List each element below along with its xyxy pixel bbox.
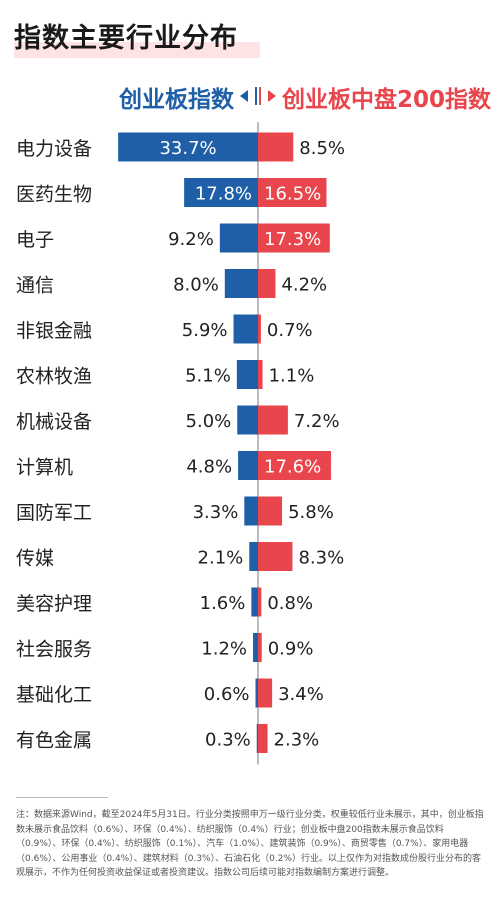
title-block: 指数主要行业分布: [14, 16, 260, 58]
value-label-left: 1.2%: [201, 639, 247, 660]
bar-left: [233, 314, 258, 344]
bar-left: [244, 496, 258, 526]
bar-left: [255, 678, 258, 708]
value-label-right: 2.3%: [274, 730, 320, 751]
value-label-left: 17.8%: [195, 184, 252, 205]
bar-left: [249, 542, 258, 571]
legend-divider-red: [259, 87, 261, 105]
value-label-left: 3.3%: [193, 502, 239, 523]
bar-right: [258, 724, 268, 753]
value-label-left: 8.0%: [173, 275, 219, 296]
value-label-left: 5.0%: [186, 411, 232, 432]
footnote-divider: [16, 797, 108, 798]
category-label: 机械设备: [16, 411, 92, 433]
category-label: 国防军工: [16, 502, 92, 524]
bar-right: [258, 405, 288, 435]
category-label: 传媒: [16, 548, 54, 570]
bar-left: [184, 178, 258, 207]
bar-right: [258, 132, 294, 162]
category-label: 基础化工: [16, 684, 92, 706]
value-label-right: 8.5%: [299, 138, 345, 159]
value-label-right: 17.3%: [264, 229, 321, 250]
bar-right: [258, 360, 263, 389]
bar-right: [258, 269, 276, 298]
value-label-left: 0.6%: [204, 684, 250, 705]
value-label-right: 16.5%: [264, 184, 321, 205]
value-label-right: 17.6%: [264, 457, 321, 478]
value-label-left: 5.9%: [182, 320, 228, 341]
value-label-right: 4.2%: [281, 275, 327, 296]
bar-left: [251, 587, 258, 617]
bar-right: [258, 496, 283, 526]
legend-right-label: 创业板中盘200指数: [282, 87, 492, 113]
category-label: 有色金属: [16, 730, 92, 752]
page-title: 指数主要行业分布: [14, 23, 238, 54]
footnote: 注：数据来源Wind，截至2024年5月31日。行业分类按照申万一级行业分类，权…: [16, 810, 484, 878]
bar-right: [258, 451, 332, 480]
category-label: 美容护理: [16, 593, 92, 615]
bar-right: [258, 223, 330, 253]
category-label: 非银金融: [16, 320, 92, 342]
value-label-left: 1.6%: [200, 593, 246, 614]
value-label-left: 0.3%: [205, 730, 251, 751]
category-label: 农林牧渔: [16, 366, 92, 388]
value-label-right: 7.2%: [294, 411, 340, 432]
bar-left: [118, 132, 259, 162]
value-label-right: 1.1%: [269, 366, 315, 387]
legend-left-label: 创业板指数: [119, 87, 234, 113]
bar-right: [258, 587, 262, 617]
value-label-right: 0.9%: [268, 639, 314, 660]
value-label-right: 8.3%: [298, 548, 344, 569]
category-label: 计算机: [16, 457, 73, 479]
bar-right: [258, 633, 262, 662]
bar-left: [256, 724, 258, 753]
value-label-left: 4.8%: [186, 457, 232, 478]
value-label-right: 3.4%: [278, 684, 324, 705]
legend: 创业板指数 创业板中盘200指数: [0, 80, 500, 114]
title-highlight: [14, 42, 260, 58]
bar-left: [224, 269, 258, 298]
value-label-right: 0.8%: [267, 593, 313, 614]
category-label: 医药生物: [16, 184, 92, 206]
category-label: 电子: [16, 229, 54, 251]
bar-right: [258, 178, 327, 207]
category-label: 电力设备: [16, 138, 92, 160]
value-label-left: 9.2%: [168, 229, 214, 250]
value-label-left: 5.1%: [185, 366, 231, 387]
bar-right: [258, 314, 261, 344]
triangle-left-icon: [240, 90, 248, 102]
value-label-right: 0.7%: [267, 320, 313, 341]
bar-left: [237, 405, 258, 435]
bar-left: [238, 451, 258, 480]
legend-divider-blue: [255, 87, 257, 105]
diverging-bar-chart: 电力设备 33.7% 8.5% 医药生物 17.8% 16.5% 电子 9.2% 17.3% 通信…: [16, 122, 345, 765]
bar-right: [258, 678, 273, 708]
bar-left: [219, 223, 258, 253]
bar-left: [253, 633, 258, 662]
triangle-right-icon: [268, 90, 276, 102]
value-label-right: 5.8%: [288, 502, 334, 523]
bar-right: [258, 542, 293, 571]
category-label: 社会服务: [16, 639, 92, 661]
category-label: 通信: [16, 275, 54, 297]
bar-left: [236, 360, 258, 389]
value-label-left: 2.1%: [198, 548, 244, 569]
value-label-left: 33.7%: [159, 138, 216, 159]
